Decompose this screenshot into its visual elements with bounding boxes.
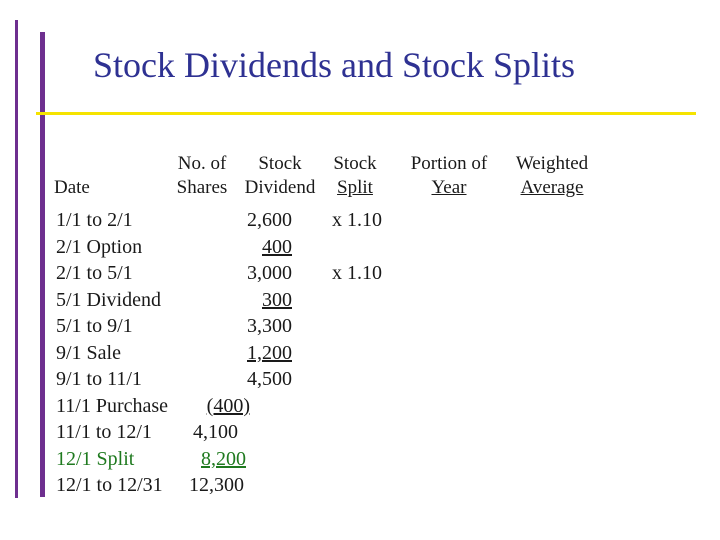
header-date: Date	[54, 176, 90, 200]
header-shares-line2: Shares	[176, 177, 228, 198]
row-label: 11/1 to 12/1	[56, 421, 152, 443]
header-portion-line1: Portion of	[410, 153, 488, 174]
header-split-line1: Stock	[333, 153, 377, 174]
row-label: 5/1 to 9/1	[56, 315, 133, 337]
header-portion-line2: Year	[431, 177, 467, 198]
header-dividend: Stock Dividend	[240, 152, 320, 200]
header-weighted-line2: Average	[520, 177, 584, 198]
header-shares: No. of Shares	[172, 152, 232, 200]
row-split-factor: x 1.10	[332, 209, 382, 231]
row-shares: 300	[262, 289, 292, 311]
row-label: 12/1 Split	[56, 448, 135, 470]
title-divider	[36, 112, 696, 115]
row-label: 11/1 Purchase	[56, 395, 169, 417]
row-shares: 3,300	[247, 315, 292, 337]
row-label: 1/1 to 2/1	[56, 209, 133, 231]
row-shares: 4,500	[247, 368, 292, 390]
row-shares: 8,200	[201, 448, 246, 470]
header-dividend-line2: Dividend	[244, 177, 316, 198]
row-shares: 3,000	[247, 262, 292, 284]
header-portion: Portion of Year	[404, 152, 494, 200]
left-accent-bar-inner	[40, 32, 45, 497]
row-label: 2/1 Option	[56, 236, 143, 258]
row-shares: 12,300	[189, 474, 244, 496]
slide-title: Stock Dividends and Stock Splits	[93, 45, 576, 85]
header-shares-line1: No. of	[177, 153, 227, 174]
header-weighted-line1: Weighted	[515, 153, 589, 174]
row-shares: 1,200	[247, 342, 292, 364]
left-accent-bar	[15, 20, 18, 498]
row-label: 5/1 Dividend	[56, 289, 161, 311]
row-shares: 4,100	[193, 421, 238, 443]
row-shares: 400	[262, 236, 292, 258]
row-label: 9/1 to 11/1	[56, 368, 142, 390]
header-split-line2: Split	[337, 177, 373, 198]
header-dividend-line1: Stock	[258, 153, 302, 174]
header-date-label: Date	[54, 177, 90, 198]
row-label: 12/1 to 12/31	[56, 474, 163, 496]
row-shares: 2,600	[247, 209, 292, 231]
header-weighted: Weighted Average	[508, 152, 596, 200]
header-split: Stock Split	[328, 152, 382, 200]
row-label: 9/1 Sale	[56, 342, 121, 364]
row-label: 2/1 to 5/1	[56, 262, 133, 284]
row-shares: (400)	[206, 395, 250, 417]
row-split-factor: x 1.10	[332, 262, 382, 284]
